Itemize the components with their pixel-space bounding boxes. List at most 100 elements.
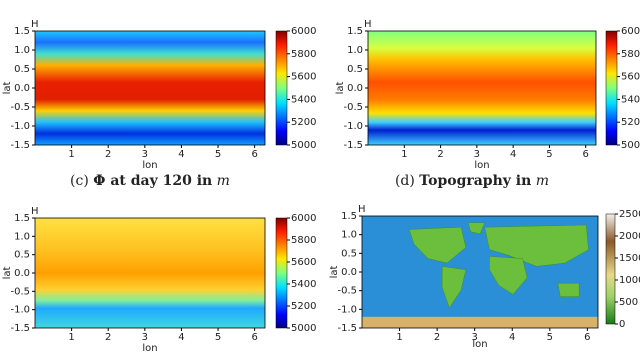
x-axis-label: lon	[142, 160, 157, 171]
antarctica	[362, 316, 598, 328]
heatmap	[368, 31, 596, 145]
y-tick-label: -0.5	[10, 102, 30, 113]
y-tick-label: 1.5	[14, 26, 30, 37]
y-tick-label: -1.0	[10, 121, 30, 132]
y-tick-label: -1.0	[343, 121, 363, 132]
x-tick-label: 6	[251, 332, 257, 343]
y-tick-label: -1.5	[10, 140, 30, 151]
y-tick-label: 1.5	[347, 26, 363, 37]
y-tick-label: -0.5	[10, 286, 30, 297]
colorbar-tick-label: 5800	[621, 49, 640, 60]
y-axis-label: lat	[329, 266, 340, 279]
continent	[484, 224, 589, 267]
colorbar-tick-label: 5600	[291, 72, 316, 83]
y-tick-label: 0.0	[14, 83, 30, 94]
y-tick-label: 1.0	[14, 45, 30, 56]
x-tick-label: 6	[584, 332, 590, 343]
x-tick-label: 1	[68, 149, 74, 160]
colorbar-tick-label: 5000	[291, 140, 316, 151]
x-axis-label: lon	[142, 343, 157, 354]
colorbar	[605, 30, 618, 146]
x-tick-label: 1	[68, 332, 74, 343]
y-axis-label: lat	[2, 82, 13, 95]
y-tick-label: 0.5	[14, 250, 30, 261]
y-tick-label: 0.5	[341, 248, 357, 259]
x-tick-label: 3	[474, 149, 480, 160]
corner-label: H	[364, 19, 372, 30]
x-tick-label: 4	[510, 149, 516, 160]
continent	[441, 266, 467, 309]
colorbar-tick-label: 1500	[619, 253, 640, 264]
y-tick-label: -1.0	[337, 304, 357, 315]
x-tick-label: 2	[105, 332, 111, 343]
x-tick-label: 4	[178, 149, 184, 160]
colorbar	[605, 213, 616, 325]
y-tick-label: 0.0	[347, 83, 363, 94]
x-tick-label: 6	[583, 149, 589, 160]
x-tick-label: 2	[434, 332, 440, 343]
x-tick-label: 2	[105, 149, 111, 160]
y-tick-label: -1.5	[337, 323, 357, 334]
colorbar-tick-label: 5600	[291, 257, 316, 268]
colorbar-tick-label: 5000	[291, 323, 316, 334]
caption-c: (c) Φ at day 120 in m	[70, 173, 230, 189]
y-tick-label: -1.5	[10, 323, 30, 334]
x-tick-label: 5	[546, 149, 552, 160]
x-tick-label: 5	[215, 332, 221, 343]
colorbar	[275, 30, 288, 146]
colorbar-tick-label: 6000	[291, 213, 316, 224]
corner-label: H	[358, 204, 366, 215]
colorbar-tick-label: 5200	[621, 117, 640, 128]
y-tick-label: -0.5	[337, 286, 357, 297]
x-tick-label: 3	[471, 332, 477, 343]
x-tick-label: 4	[178, 332, 184, 343]
corner-label: H	[31, 206, 39, 217]
x-tick-label: 5	[547, 332, 553, 343]
y-tick-label: -1.5	[343, 140, 363, 151]
x-tick-label: 4	[509, 332, 515, 343]
colorbar-tick-label: 1000	[619, 275, 640, 286]
y-axis-label: lat	[335, 82, 346, 95]
colorbar-tick-label: 500	[619, 297, 638, 308]
colorbar-tick-label: 5800	[291, 235, 316, 246]
caption-d: (d) Topography in m	[395, 173, 549, 189]
x-tick-label: 2	[437, 149, 443, 160]
continent	[467, 222, 486, 235]
y-tick-label: 1.0	[341, 230, 357, 241]
continent	[408, 226, 467, 264]
colorbar-tick-label: 6000	[621, 26, 640, 37]
y-tick-label: 1.0	[14, 231, 30, 242]
x-tick-label: 5	[215, 149, 221, 160]
y-tick-label: 1.0	[347, 45, 363, 56]
y-tick-label: -1.0	[10, 305, 30, 316]
colorbar-tick-label: 5000	[621, 140, 640, 151]
y-tick-label: 0.0	[341, 267, 357, 278]
colorbar-tick-label: 0	[619, 319, 625, 330]
colorbar-tick-label: 5600	[621, 72, 640, 83]
colorbar	[275, 217, 288, 329]
continent	[557, 282, 580, 297]
x-tick-label: 1	[396, 332, 402, 343]
x-tick-label: 3	[142, 332, 148, 343]
y-tick-label: 0.0	[14, 268, 30, 279]
x-axis-label: lon	[472, 339, 487, 350]
colorbar-tick-label: 5400	[291, 94, 316, 105]
colorbar-tick-label: 5200	[291, 117, 316, 128]
continent	[489, 256, 528, 295]
heatmap	[35, 31, 265, 145]
y-axis-label: lat	[2, 267, 13, 280]
colorbar-tick-label: 5200	[291, 301, 316, 312]
x-tick-label: 1	[401, 149, 407, 160]
y-tick-label: 1.5	[14, 213, 30, 224]
y-tick-label: 0.5	[14, 64, 30, 75]
colorbar-tick-label: 6000	[291, 26, 316, 37]
colorbar-tick-label: 5400	[621, 94, 640, 105]
heatmap	[35, 218, 265, 328]
y-tick-label: -0.5	[343, 102, 363, 113]
colorbar-tick-label: 5400	[291, 279, 316, 290]
colorbar-tick-label: 2000	[619, 231, 640, 242]
y-tick-label: 1.5	[341, 211, 357, 222]
corner-label: H	[31, 19, 39, 30]
y-tick-label: 0.5	[347, 64, 363, 75]
